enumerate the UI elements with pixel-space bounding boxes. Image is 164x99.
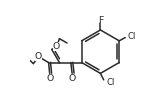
Text: Cl: Cl (128, 32, 136, 41)
Text: O: O (35, 51, 42, 60)
Text: O: O (52, 42, 60, 51)
Text: O: O (46, 74, 53, 83)
Text: Cl: Cl (106, 78, 114, 87)
Text: F: F (98, 16, 103, 25)
Text: O: O (69, 74, 76, 83)
